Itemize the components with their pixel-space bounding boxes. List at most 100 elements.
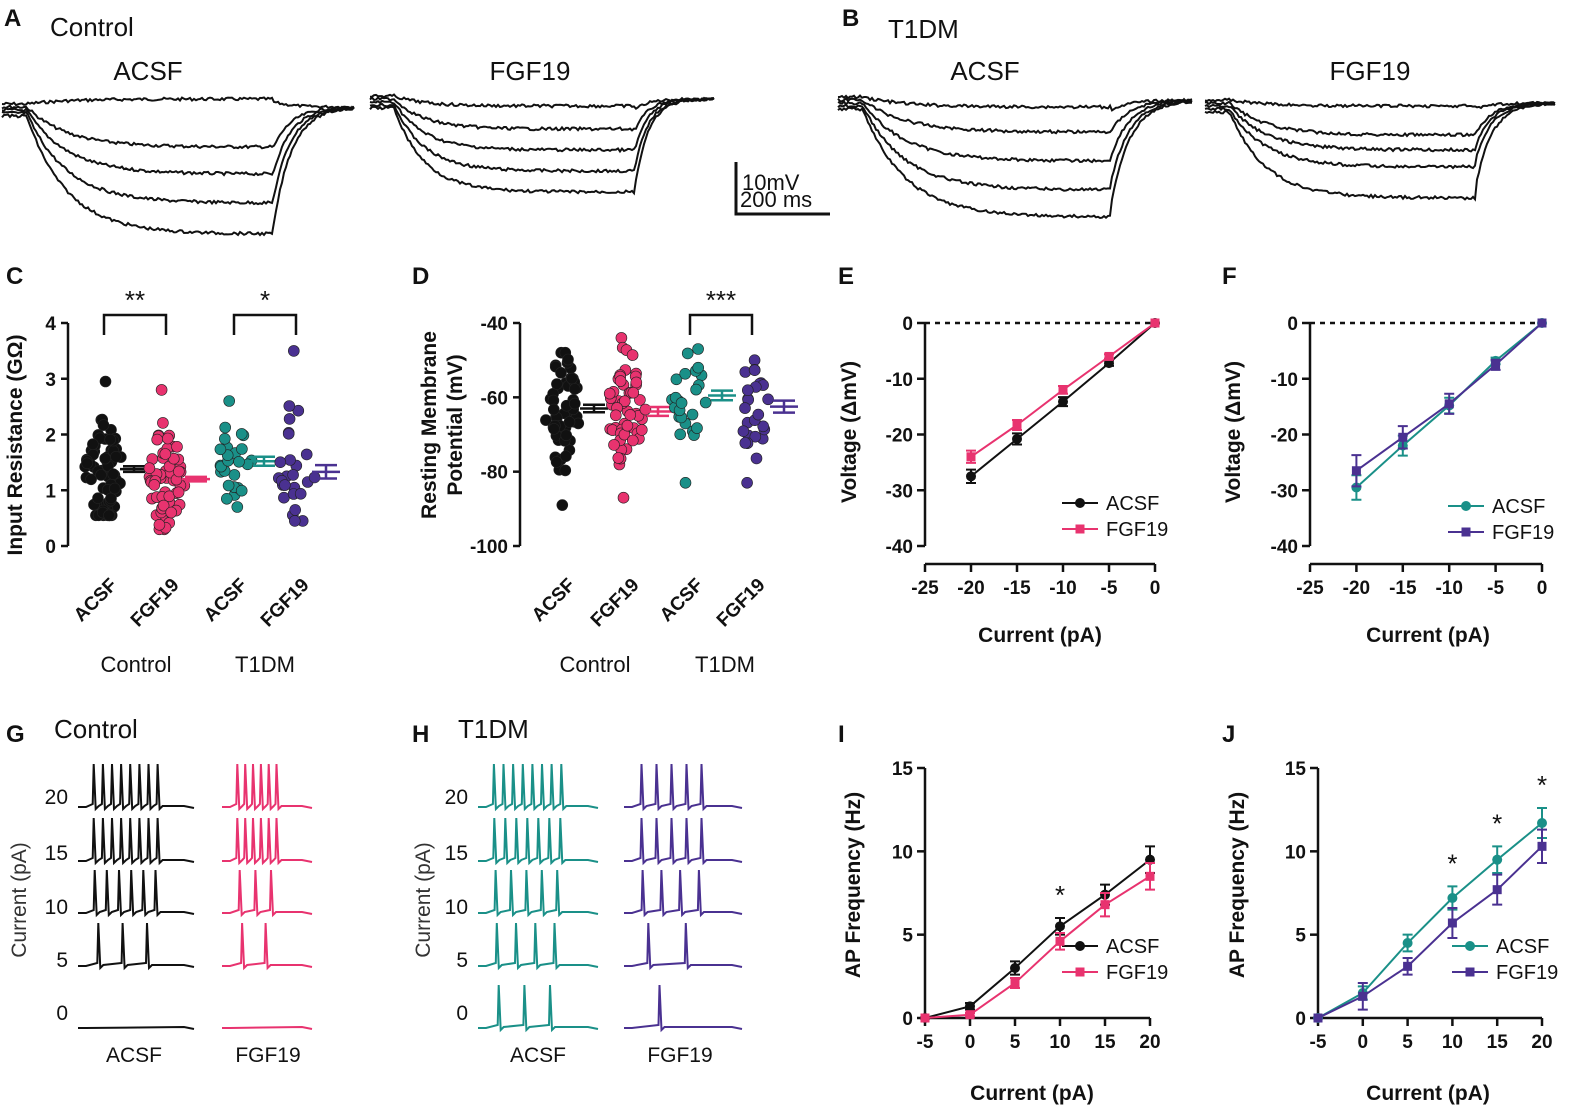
voltage-trace (1204, 101, 1556, 153)
x-tick-label: 15 (1487, 1032, 1509, 1053)
series-line (1317, 822, 1543, 1019)
panel-a: A Control ACSF FGF19 10mV 200 ms (1, 5, 830, 237)
x-tick-label: -20 (957, 578, 984, 599)
panel-j-xlabel: Current (pA) (1366, 1082, 1490, 1105)
spike-trace (624, 922, 743, 971)
mean-sem-bar (312, 463, 340, 480)
voltage-trace (1, 96, 355, 110)
legend-marker (1075, 967, 1085, 977)
data-point (1012, 420, 1022, 430)
y-tick-label: 0 (902, 1009, 913, 1030)
y-tick-label: 15 (892, 759, 914, 780)
data-point (155, 384, 168, 396)
panel-d-letter: D (412, 263, 429, 290)
data-point (1447, 893, 1458, 903)
panel-h-acsf-traces (478, 763, 599, 1033)
x-tick-label: -15 (1389, 578, 1417, 599)
data-point (107, 468, 119, 481)
y-tick-label: 5 (902, 926, 913, 947)
x-tick-label: 0 (1150, 578, 1161, 599)
legend-marker (1075, 498, 1085, 508)
data-point (559, 464, 572, 477)
x-tick-label: 0 (965, 1032, 976, 1053)
data-point (1447, 918, 1457, 928)
panel-a-fgf19-traces (369, 93, 715, 196)
data-point (1402, 938, 1413, 948)
panel-h-title: T1DM (458, 714, 529, 744)
scale-bar-voltage: 10mV (742, 170, 800, 195)
data-point (1100, 900, 1110, 910)
data-point (99, 375, 112, 388)
data-point (292, 404, 305, 417)
data-point (748, 364, 761, 377)
voltage-trace (837, 97, 1193, 135)
data-point (690, 383, 702, 396)
data-point (1358, 991, 1368, 1001)
data-point (551, 378, 563, 390)
panel-c-group-control: Control (101, 652, 172, 677)
panel-d-ylabel-line2: Potential (mV) (444, 354, 467, 495)
scale-bar-time: 200 ms (740, 187, 812, 212)
significance-label: * (1055, 880, 1065, 910)
data-point (635, 424, 648, 436)
significance-bracket (232, 313, 298, 335)
spike-trace (478, 869, 599, 918)
voltage-trace (837, 100, 1193, 192)
data-point (692, 361, 705, 374)
data-point (214, 443, 227, 456)
data-point (283, 400, 296, 412)
data-point (274, 456, 287, 469)
panel-g-level-5: 5 (56, 949, 68, 972)
panel-d-ylabel-line1: Resting Membrane (418, 331, 441, 519)
panel-h-acsf-label: ACSF (510, 1044, 566, 1067)
data-point (1010, 978, 1020, 988)
data-point (287, 345, 300, 357)
panel-a-fgf19-label: FGF19 (490, 56, 571, 86)
panel-h-level-15: 15 (445, 842, 468, 865)
voltage-trace (1204, 101, 1556, 170)
spike-trace (478, 984, 599, 1033)
panel-c-letter: C (6, 263, 23, 290)
data-point (219, 432, 231, 445)
data-point (624, 409, 637, 421)
panel-b-acsf-traces (837, 94, 1193, 220)
spike-trace (78, 869, 195, 918)
y-tick-label: -40 (886, 537, 913, 558)
y-tick-label: -10 (886, 370, 913, 391)
spike-trace (478, 763, 599, 812)
data-point (279, 479, 291, 491)
data-point (143, 462, 156, 475)
data-point (737, 425, 750, 438)
data-point (621, 419, 634, 432)
data-point (283, 413, 296, 425)
category-label: FGF19 (713, 575, 770, 632)
data-point (618, 395, 631, 408)
legend-label: FGF19 (1106, 962, 1168, 984)
data-point (679, 367, 692, 380)
y-tick-label: -10 (1271, 370, 1298, 391)
data-point (965, 1010, 975, 1020)
data-point (612, 452, 625, 464)
data-point (1398, 432, 1408, 442)
data-point (99, 452, 111, 465)
panel-g-letter: G (6, 721, 25, 748)
panel-g-level-0: 0 (56, 1002, 68, 1025)
data-point (568, 397, 581, 410)
x-tick-label: 0 (1358, 1032, 1369, 1053)
x-tick-label: -25 (911, 578, 939, 599)
data-point (278, 491, 290, 504)
data-point (148, 479, 161, 491)
data-point (617, 491, 630, 504)
panel-f-xlabel: Current (pA) (1366, 624, 1490, 647)
data-point (1010, 963, 1020, 973)
data-point (920, 1013, 930, 1023)
y-tick-label: -20 (886, 426, 913, 447)
data-point (153, 518, 166, 531)
panel-g-level-10: 10 (45, 896, 68, 919)
data-point (1403, 961, 1413, 971)
voltage-trace (837, 99, 1193, 164)
legend-marker (1461, 501, 1471, 511)
y-tick-label: -30 (886, 481, 913, 502)
significance-bracket (688, 313, 754, 335)
panel-e-xlabel: Current (pA) (978, 624, 1102, 647)
